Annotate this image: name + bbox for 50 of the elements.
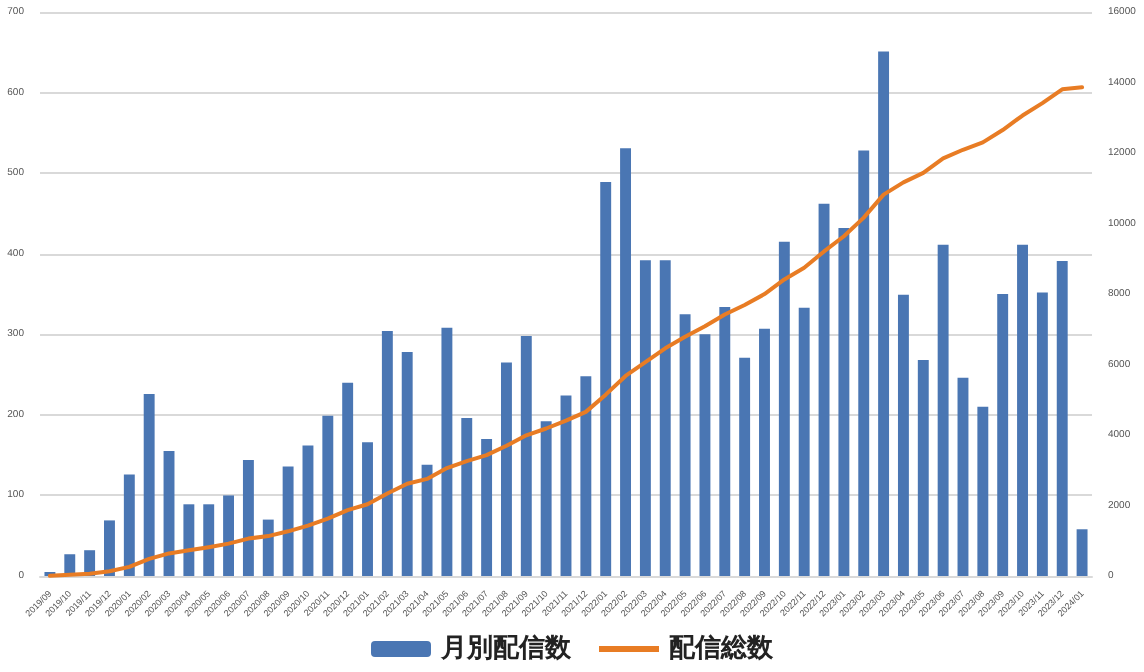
bar [342, 382, 354, 576]
bar [659, 260, 671, 576]
bar [897, 294, 909, 576]
bar [381, 331, 393, 576]
bar [362, 442, 373, 576]
line-series [47, 85, 1085, 578]
bar [699, 334, 711, 576]
bar [600, 182, 612, 576]
bar [282, 466, 294, 576]
bar [1076, 529, 1088, 576]
bar [957, 377, 969, 576]
bar [401, 352, 413, 576]
bar [322, 415, 334, 576]
bar [203, 504, 215, 576]
bar [639, 260, 651, 576]
bar [123, 474, 135, 576]
bar [104, 520, 115, 576]
bar [242, 459, 254, 576]
bar [778, 241, 790, 576]
bar [1017, 244, 1028, 576]
bar [183, 504, 195, 576]
bar [143, 393, 155, 576]
bar [580, 376, 592, 576]
bar [937, 244, 949, 576]
bar [997, 294, 1009, 576]
legend-label: 配信総数 [669, 634, 775, 664]
bar [520, 335, 532, 576]
bar [461, 418, 473, 576]
bar [679, 314, 691, 576]
bar [838, 227, 850, 576]
bar [977, 406, 989, 576]
bar [739, 357, 751, 576]
bar [917, 360, 929, 576]
bar [500, 362, 512, 576]
bar [540, 421, 552, 576]
bar [878, 51, 890, 576]
legend-label: 月別配信数 [439, 634, 573, 664]
bar [223, 495, 235, 576]
bar [818, 203, 830, 576]
bar [262, 519, 274, 576]
bar [441, 327, 453, 576]
bar [759, 328, 770, 576]
bar [421, 464, 433, 576]
bar [1036, 292, 1048, 576]
bar [798, 307, 810, 576]
bar [620, 148, 632, 576]
bar [858, 150, 870, 576]
bar [481, 439, 493, 576]
bar [1056, 260, 1068, 576]
bar [719, 306, 731, 576]
